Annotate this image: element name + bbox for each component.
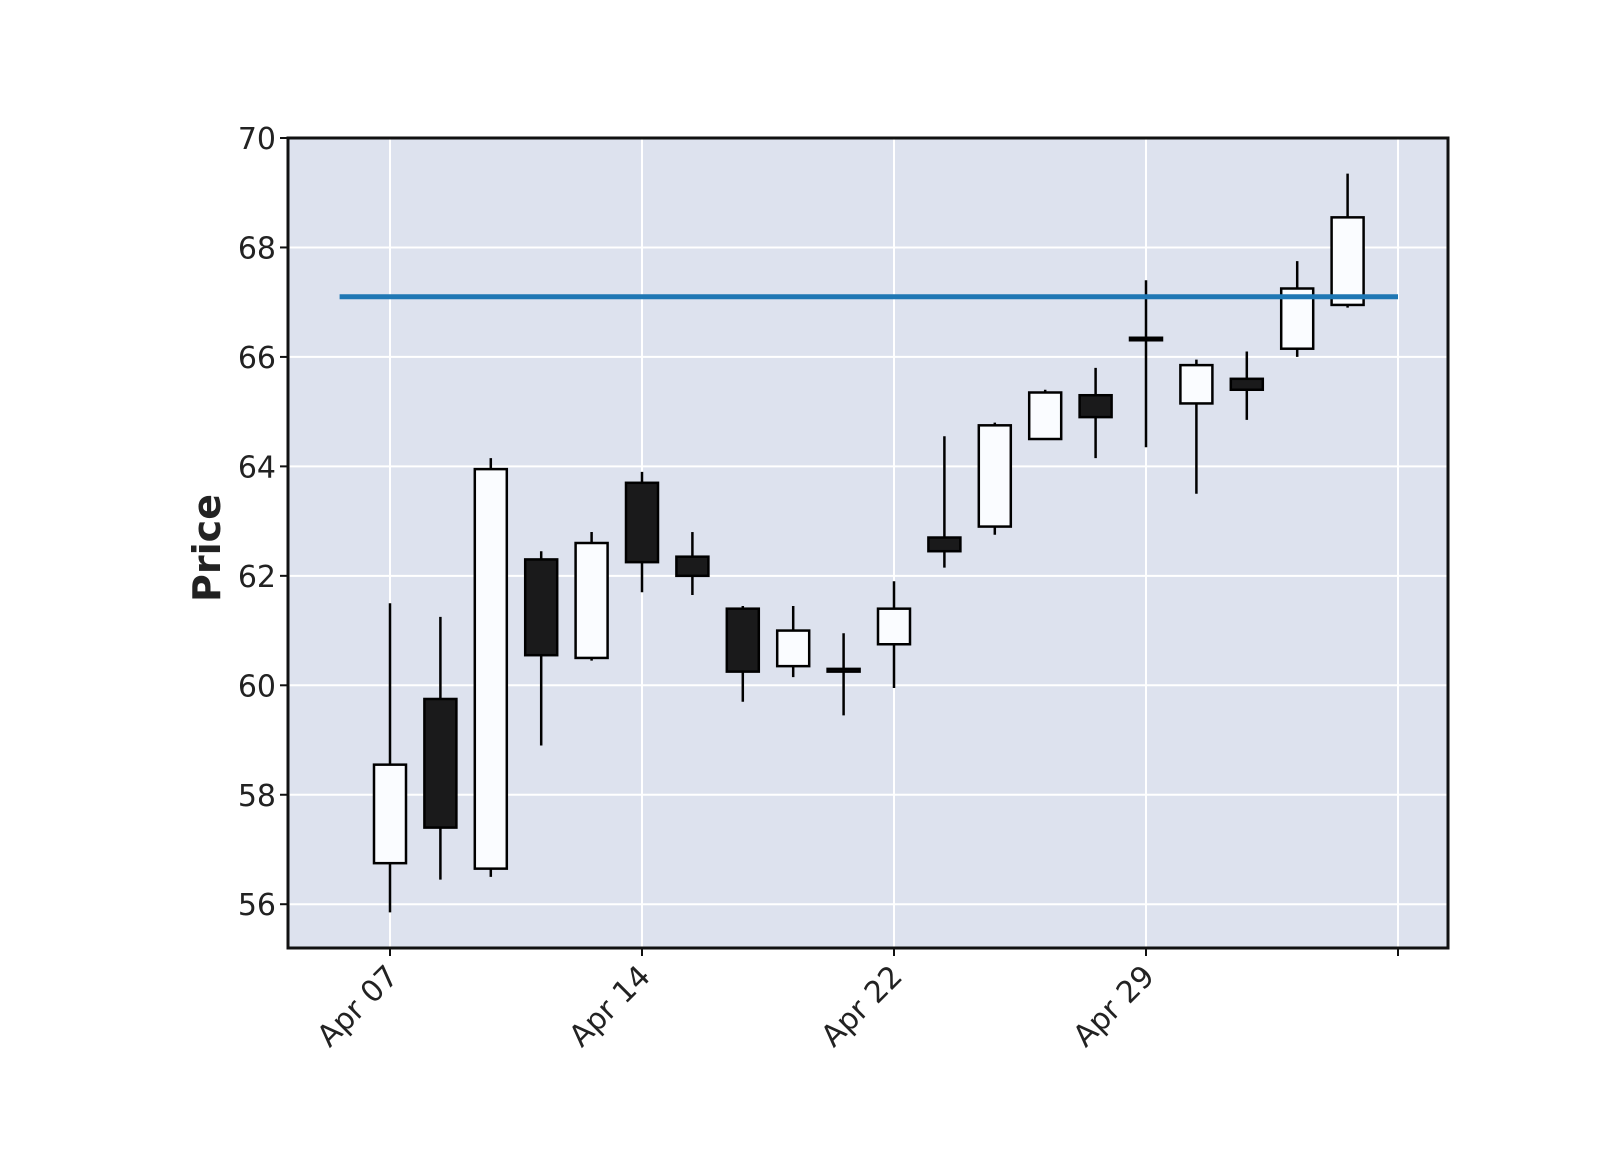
x-tick-label: Apr 22 xyxy=(814,959,909,1054)
candle-body xyxy=(574,541,609,660)
x-axis-ticks: Apr 07 Apr 14 Apr 22 Apr 29 xyxy=(310,948,1399,1054)
plot-frame xyxy=(286,136,1450,950)
candle-body xyxy=(473,467,509,870)
x-tick-label: Apr 07 xyxy=(310,959,405,1054)
candle-body xyxy=(1027,391,1063,441)
candle-body xyxy=(977,424,1013,528)
candle-body xyxy=(523,558,559,657)
y-axis-label: Price xyxy=(185,494,229,602)
candle-body xyxy=(1179,363,1214,405)
y-tick-label: 56 xyxy=(238,888,276,923)
candle-body xyxy=(927,536,962,553)
x-tick-label: Apr 14 xyxy=(562,959,657,1054)
y-tick-label: 62 xyxy=(238,560,276,595)
candle-body xyxy=(1128,336,1164,342)
x-tick-label: Apr 29 xyxy=(1066,959,1161,1054)
y-tick-label: 70 xyxy=(238,122,276,157)
y-tick-label: 58 xyxy=(238,779,276,814)
y-axis-ticks: 56 58 60 62 64 66 68 70 xyxy=(238,122,288,923)
candle-body xyxy=(423,697,458,829)
candle-body xyxy=(826,667,861,673)
candle-body xyxy=(372,763,408,865)
y-tick-label: 64 xyxy=(238,450,276,485)
y-tick-label: 66 xyxy=(238,341,276,376)
candle-body xyxy=(876,607,912,646)
candle-body xyxy=(775,629,811,668)
candle-body xyxy=(1330,216,1365,307)
y-tick-label: 68 xyxy=(238,231,276,266)
candles xyxy=(372,173,1365,913)
y-tick-label: 60 xyxy=(238,669,276,704)
candle-body xyxy=(624,481,660,564)
candle-body xyxy=(675,555,710,578)
candle-body xyxy=(1229,377,1265,392)
candle-body xyxy=(725,607,761,673)
candle-body xyxy=(1078,393,1113,419)
plot-background xyxy=(288,138,1448,948)
